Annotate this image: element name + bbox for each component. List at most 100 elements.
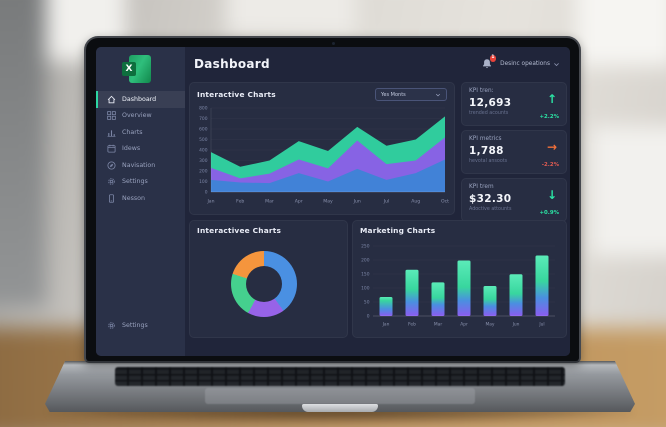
bar-Jun bbox=[509, 274, 523, 316]
sidebar-item-navigation[interactable]: Navisation bbox=[96, 157, 185, 174]
laptop-hinge bbox=[45, 361, 635, 365]
kpi-value: 12,693 bbox=[469, 96, 512, 109]
svg-text:200: 200 bbox=[199, 169, 208, 175]
excel-logo-x: X bbox=[122, 62, 136, 76]
svg-text:Aug: Aug bbox=[411, 199, 420, 205]
sidebar-item-charts[interactable]: Charts bbox=[96, 124, 185, 141]
home-icon bbox=[107, 95, 116, 104]
bar-May bbox=[483, 286, 497, 316]
svg-text:400: 400 bbox=[199, 148, 208, 154]
excel-logo-icon[interactable]: X bbox=[122, 55, 151, 83]
svg-text:0: 0 bbox=[205, 190, 208, 196]
svg-text:Jun: Jun bbox=[512, 322, 520, 328]
sidebar-item-overview[interactable]: Overview bbox=[96, 108, 185, 125]
svg-text:100: 100 bbox=[361, 286, 370, 292]
sidebar-item-idews[interactable]: Idews bbox=[96, 141, 185, 158]
sidebar-item-nesson[interactable]: Nesson bbox=[96, 190, 185, 207]
svg-text:Jul: Jul bbox=[383, 199, 390, 205]
kpi-subtitle: Adoctive attounts bbox=[469, 207, 512, 212]
marketing-charts-panel: Marketing Charts 0 50 100 150 200 250 Jan Feb Ma… bbox=[352, 220, 567, 338]
topbar-right: 1 Desinc opeations bbox=[481, 55, 570, 70]
panel-header: Interactivee Charts bbox=[190, 221, 347, 235]
interactive-charts-panel: Interactive Charts Yes Monts 0 100 200 300 4… bbox=[189, 82, 455, 215]
account-menu[interactable]: Desinc opeations bbox=[500, 61, 560, 68]
phone-icon bbox=[107, 194, 116, 203]
sidebar-item-label: Settings bbox=[122, 178, 148, 186]
sidebar-item-label: Charts bbox=[122, 128, 143, 136]
area-series-purple bbox=[211, 137, 445, 192]
sidebar-item-label: Overview bbox=[122, 112, 152, 120]
bar-chart-svg: 0 50 100 150 200 250 Jan Feb Mar Apr May Jun Jul bbox=[361, 244, 555, 328]
svg-text:Oct: Oct bbox=[441, 199, 449, 205]
kpi-card: KPI trem $32.30 Adoctive attounts ↓ +0.9% bbox=[461, 178, 567, 222]
kpi-value: $32.30 bbox=[469, 192, 512, 205]
notification-bell-icon[interactable]: 1 bbox=[481, 55, 497, 70]
sidebar-item-settings-footer[interactable]: Settings bbox=[96, 318, 185, 335]
panel-header: Marketing Charts bbox=[353, 221, 566, 235]
laptop-base bbox=[45, 361, 635, 412]
donut-hole bbox=[246, 266, 282, 302]
chevron-down-icon bbox=[553, 61, 560, 68]
kpi-title: KPI tren: bbox=[469, 88, 494, 94]
bar-Jul bbox=[535, 255, 549, 316]
calendar-icon bbox=[107, 144, 116, 153]
account-label: Desinc opeations bbox=[500, 61, 550, 67]
donut-chart-panel: Interactivee Charts bbox=[189, 220, 348, 338]
svg-text:600: 600 bbox=[199, 127, 208, 133]
arrow-down-icon: ↓ bbox=[546, 188, 557, 202]
svg-text:50: 50 bbox=[364, 300, 370, 306]
svg-text:200: 200 bbox=[361, 258, 370, 264]
area-series-blue bbox=[211, 159, 445, 192]
svg-text:May: May bbox=[485, 322, 494, 328]
kpi-card: KPI tren: 12,693 trended acounts ↑ +2.2% bbox=[461, 82, 567, 126]
arrow-up-icon: ↑ bbox=[546, 92, 557, 106]
grid-icon bbox=[107, 111, 116, 121]
main-content: Dashboard 1 Desinc opeations bbox=[185, 47, 570, 356]
svg-text:Mar: Mar bbox=[265, 199, 274, 205]
sidebar-item-label: Dashboard bbox=[122, 95, 157, 103]
sidebar-item-label: Navisation bbox=[122, 161, 156, 169]
sidebar-item-label: Settings bbox=[122, 322, 148, 330]
gear-icon bbox=[107, 177, 116, 186]
sidebar-item-label: Idews bbox=[122, 145, 141, 153]
sidebar-item-dashboard[interactable]: Dashboard bbox=[96, 91, 185, 108]
svg-text:Feb: Feb bbox=[408, 322, 416, 328]
laptop-trackpad bbox=[205, 388, 475, 404]
kpi-value: 1,788 bbox=[469, 144, 504, 157]
donut-chart bbox=[231, 251, 297, 317]
x-axis: Jan Feb Mar Apr May Jun Jul Aug Oct bbox=[206, 199, 449, 205]
bar-chart-icon bbox=[107, 128, 116, 137]
panel-header: Interactive Charts Yes Monts bbox=[190, 83, 454, 101]
dashboard-app: X Dashboard Overview Charts Idews Navisation… bbox=[96, 47, 570, 356]
svg-text:250: 250 bbox=[361, 244, 370, 250]
kpi-card-column: KPI tren: 12,693 trended acounts ↑ +2.2% KPI … bbox=[461, 82, 567, 222]
svg-text:0: 0 bbox=[367, 314, 370, 320]
kpi-title: KPI trem bbox=[469, 184, 494, 190]
notification-badge: 1 bbox=[489, 55, 497, 62]
svg-text:800: 800 bbox=[199, 106, 208, 112]
bar-Mar bbox=[431, 282, 445, 316]
svg-text:Jun: Jun bbox=[353, 199, 361, 205]
panel-title: Marketing Charts bbox=[360, 226, 436, 235]
page-title: Dashboard bbox=[194, 57, 270, 71]
gear-icon bbox=[107, 321, 116, 330]
arrow-right-icon: → bbox=[546, 140, 557, 154]
period-dropdown[interactable]: Yes Monts bbox=[375, 88, 447, 101]
kpi-subtitle: hevotal ansoots bbox=[469, 159, 508, 164]
sidebar-footer: Settings bbox=[96, 318, 185, 335]
topbar: Dashboard 1 Desinc opeations bbox=[185, 47, 570, 81]
svg-text:150: 150 bbox=[361, 272, 370, 278]
svg-text:Apr: Apr bbox=[295, 199, 303, 205]
bell-icon bbox=[481, 58, 493, 70]
kpi-card: KPI metrics 1,788 hevotal ansoots → -2.2% bbox=[461, 130, 567, 174]
sidebar-item-settings[interactable]: Settings bbox=[96, 174, 185, 191]
background-highlight bbox=[591, 126, 666, 256]
picture-frame bbox=[576, 0, 666, 66]
laptop-lid-notch bbox=[302, 404, 378, 412]
svg-text:100: 100 bbox=[199, 179, 208, 185]
sidebar: X Dashboard Overview Charts Idews Navisation… bbox=[96, 47, 185, 356]
bar-chart: 0 50 100 150 200 250 Jan Feb Mar Apr May Jun Jul bbox=[357, 238, 564, 334]
kpi-delta: +0.9% bbox=[539, 210, 559, 216]
bar-Apr bbox=[457, 260, 471, 316]
